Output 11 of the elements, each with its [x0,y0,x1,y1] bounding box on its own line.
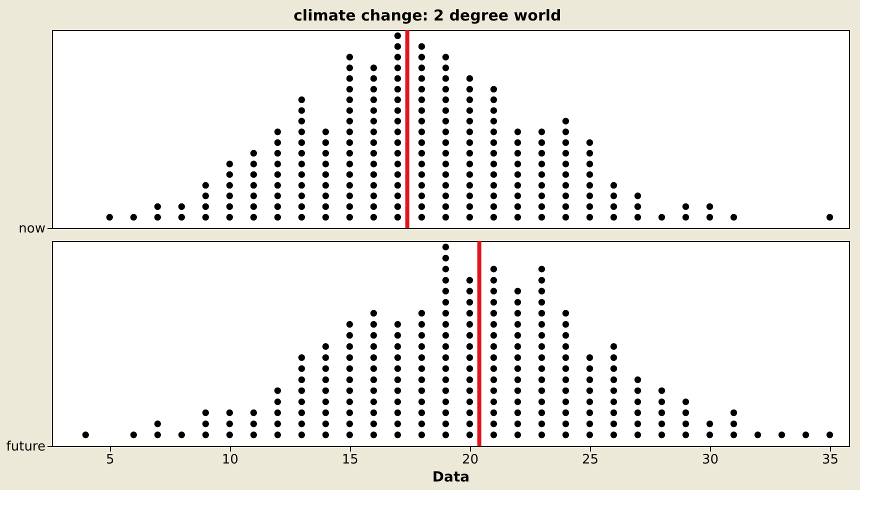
x-tick-label: 35 [822,452,839,468]
x-tick-label: 30 [702,452,719,468]
x-tick-label: 25 [582,452,599,468]
x-tick-label: 15 [342,452,358,468]
chart-title: climate change: 2 degree world [294,6,562,24]
x-tick-label: 10 [222,452,238,468]
x-tick-label: 5 [106,452,114,468]
x-tick-label: 20 [462,452,478,468]
y-axis-title: future [6,440,46,454]
x-axis-title: Data [432,470,470,486]
y-axis-title: now [18,222,46,236]
